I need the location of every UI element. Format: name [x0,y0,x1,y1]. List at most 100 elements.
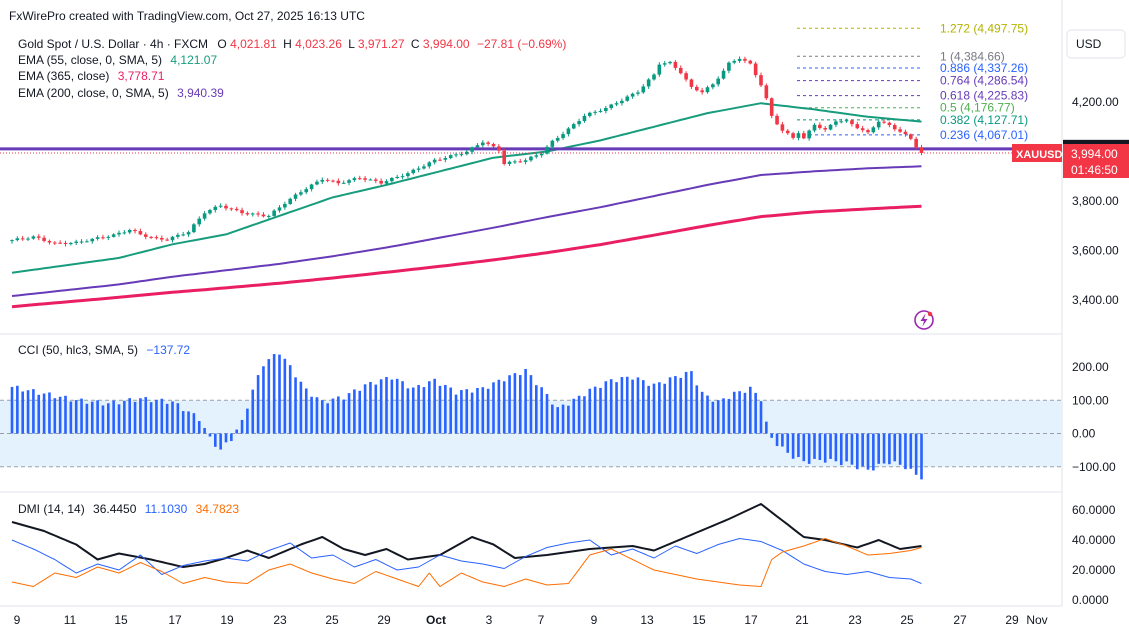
candle-up [711,84,715,88]
candle-down [160,237,164,240]
cci-bar [668,377,672,434]
legend-symbol: Gold Spot / U.S. Dollar · 4h · FXCM [18,37,208,51]
cci-bar [609,379,613,434]
cci-bar [192,413,196,434]
dmi-lines [11,503,922,587]
cci-bar [139,398,142,434]
cci-bar [529,375,533,434]
cci-bar [395,378,399,434]
cci-bar [588,388,592,434]
cci-bar [775,433,779,447]
fib-level-label: 0.618 (4,225.83) [940,89,1028,103]
candle-up [561,134,565,139]
time-axis[interactable]: 9 11 15 17 19 23 25 29 Oct 3 7 9 13 15 17 21 23 25 27 29 Nov [14,613,1048,627]
cci-bar [743,392,747,434]
candle-down [149,236,153,238]
cci-bar [561,404,565,434]
x-tick-label: 9 [591,613,598,627]
dmi-minus-line [11,538,922,587]
cci-bar [684,371,688,434]
cci-bar [652,383,656,434]
cci-bar [492,382,495,434]
legend-dmi-label: DMI (14, 14) [18,502,85,516]
candle-down [914,138,918,148]
candle-down [882,121,886,123]
candle-up [69,242,73,245]
candle-down [764,85,769,99]
candle-up [31,236,36,239]
candle-down [234,208,239,211]
cci-bar [37,394,41,434]
candle-up [807,130,811,139]
candle-down [700,90,704,93]
candle-up [277,207,282,211]
y-tick-label: 60.0000 [1072,503,1116,517]
candle-up [539,153,544,156]
cci-bar [770,433,773,438]
cci-bar [112,400,115,434]
x-tick-label: 3 [486,613,493,627]
cci-bar [358,390,362,434]
candle-down [887,122,892,126]
candle-up [721,70,726,79]
candle-up [545,146,549,154]
candle-up [411,169,416,174]
cci-bar [636,377,640,434]
candle-down [357,178,362,180]
cci-bar [379,379,383,434]
candle-up [812,124,817,131]
cci-bar [583,396,586,434]
candle-down [855,124,860,129]
cci-bar [781,433,784,447]
fibonacci-levels[interactable]: 1.272 (4,497.75) 1 (4,384.66)0.886 (4,337… [797,21,1028,142]
horizontal-line[interactable] [0,147,1062,154]
symbol-badge-label: XAUUSD [1016,149,1063,161]
cci-bar [882,433,886,464]
candle-up [390,177,394,182]
candle-up [588,112,592,116]
legend-cci-value: −137.72 [146,343,190,357]
candle-up [796,133,801,138]
cci-bar [850,433,854,465]
lightning-alert-icon[interactable] [914,310,934,330]
cci-bar [866,433,870,470]
cci-histogram [10,354,923,480]
x-tick-label: 7 [538,613,545,627]
legend-low: 3,971.27 [358,37,405,51]
candle-up [181,234,185,236]
candles [10,56,924,247]
cci-bar [465,389,469,434]
cci-bar [21,391,24,434]
candle-up [732,60,737,63]
cci-bar [107,403,110,434]
candle-up [641,86,646,93]
cci-bar [353,389,356,434]
x-tick-label: 29 [1005,613,1019,627]
cci-bar [545,394,549,434]
cci-bar [294,377,297,434]
cci-bar [278,354,281,434]
candle-up [636,92,640,94]
price-axis[interactable]: 4,200.004,000.003,800.003,600.003,400.00… [1072,95,1119,607]
x-tick-label: 19 [220,613,234,627]
candle-up [566,128,571,135]
candle-up [609,104,613,108]
cci-bar [807,433,811,464]
cci-bar [133,401,137,434]
cci-bar [187,411,190,434]
candle-up [85,241,89,243]
candle-up [272,210,276,216]
cci-bar [834,433,838,462]
cci-bar [898,433,902,465]
candle-up [341,182,346,184]
candle-up [475,145,480,148]
cci-bar [518,375,522,434]
x-tick-label: 25 [900,613,914,627]
currency-button[interactable] [1066,29,1126,59]
y-tick-label: 100.00 [1072,393,1109,407]
candle-up [432,159,437,163]
candle-up [347,180,351,183]
candle-up [213,206,218,211]
